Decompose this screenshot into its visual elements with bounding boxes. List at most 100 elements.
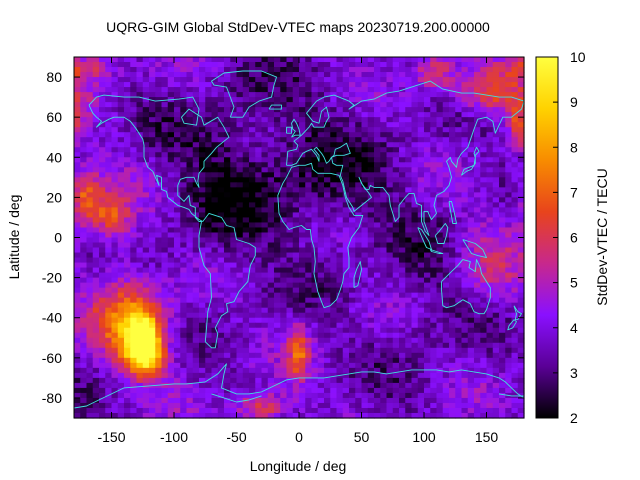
heatmap-cell — [305, 317, 313, 324]
heatmap-cell — [455, 127, 463, 133]
heatmap-cell — [386, 257, 394, 264]
heatmap-cell — [330, 317, 338, 324]
heatmap-cell — [117, 152, 125, 158]
heatmap-cell — [286, 337, 294, 344]
heatmap-cell — [449, 187, 456, 193]
heatmap-cell — [467, 377, 475, 384]
heatmap-cell — [199, 227, 206, 234]
heatmap-cell — [511, 262, 519, 269]
heatmap-cell — [342, 122, 350, 128]
heatmap-cell — [136, 387, 144, 394]
heatmap-cell — [186, 297, 194, 304]
heatmap-cell — [411, 262, 419, 269]
heatmap-cell — [211, 252, 219, 259]
heatmap-cell — [167, 107, 175, 113]
heatmap-cell — [236, 297, 244, 304]
heatmap-cell — [455, 102, 463, 108]
heatmap-cell — [167, 142, 175, 148]
heatmap-cell — [74, 72, 81, 78]
heatmap-cell — [249, 347, 256, 354]
heatmap-cell — [474, 127, 481, 133]
heatmap-cell — [192, 347, 200, 354]
heatmap-cell — [280, 317, 288, 324]
heatmap-cell — [242, 127, 250, 133]
heatmap-cell — [386, 357, 394, 364]
heatmap-cell — [236, 177, 244, 183]
heatmap-cell — [155, 87, 163, 93]
heatmap-cell — [486, 327, 494, 334]
heatmap-cell — [274, 67, 281, 73]
heatmap-cell — [392, 212, 400, 219]
heatmap-cell — [455, 182, 463, 188]
heatmap-cell — [417, 67, 425, 73]
heatmap-cell — [286, 297, 294, 304]
heatmap-cell — [149, 87, 156, 93]
heatmap-cell — [492, 212, 500, 219]
heatmap-cell — [286, 307, 294, 314]
heatmap-cell — [99, 122, 106, 128]
heatmap-cell — [180, 187, 188, 193]
heatmap-cell — [336, 292, 344, 299]
heatmap-cell — [480, 212, 488, 219]
heatmap-cell — [180, 197, 188, 203]
heatmap-cell — [255, 392, 263, 399]
heatmap-cell — [342, 292, 350, 299]
heatmap-cell — [274, 357, 281, 364]
heatmap-cell — [267, 122, 275, 128]
heatmap-cell — [249, 342, 256, 349]
heatmap-cell — [205, 142, 213, 148]
heatmap-cell — [186, 237, 194, 244]
heatmap-cell — [155, 332, 163, 339]
heatmap-cell — [155, 342, 163, 349]
heatmap-cell — [461, 157, 469, 163]
heatmap-cell — [292, 347, 300, 354]
heatmap-cell — [255, 72, 263, 78]
heatmap-cell — [86, 232, 94, 239]
heatmap-cell — [405, 72, 413, 78]
heatmap-cell — [230, 252, 238, 259]
heatmap-cell — [486, 62, 494, 68]
heatmap-cell — [386, 312, 394, 319]
heatmap-cell — [292, 327, 300, 334]
heatmap-cell — [311, 107, 319, 113]
heatmap-cell — [317, 362, 325, 369]
heatmap-cell — [236, 137, 244, 143]
heatmap-cell — [224, 357, 231, 364]
heatmap-cell — [130, 77, 138, 83]
heatmap-cell — [486, 102, 494, 108]
heatmap-cell — [299, 337, 306, 344]
heatmap-cell — [311, 202, 319, 209]
heatmap-cell — [199, 177, 206, 183]
heatmap-cell — [142, 192, 150, 198]
heatmap-cell — [461, 72, 469, 78]
heatmap-cell — [142, 257, 150, 264]
heatmap-cell — [461, 172, 469, 178]
heatmap-cell — [405, 317, 413, 324]
heatmap-cell — [80, 272, 88, 279]
heatmap-cell — [342, 317, 350, 324]
heatmap-cell — [124, 302, 131, 309]
heatmap-cell — [411, 202, 419, 209]
heatmap-cell — [317, 177, 325, 183]
heatmap-cell — [349, 222, 356, 229]
heatmap-cell — [367, 252, 375, 259]
heatmap-cell — [111, 367, 119, 374]
heatmap-cell — [155, 132, 163, 138]
heatmap-cell — [199, 217, 206, 224]
heatmap-cell — [442, 112, 450, 118]
heatmap-cell — [305, 87, 313, 93]
heatmap-cell — [486, 297, 494, 304]
heatmap-cell — [486, 322, 494, 329]
heatmap-cell — [255, 342, 263, 349]
heatmap-cell — [111, 242, 119, 249]
heatmap-cell — [167, 327, 175, 334]
heatmap-cell — [117, 157, 125, 163]
heatmap-cell — [105, 252, 113, 259]
heatmap-cell — [492, 177, 500, 183]
heatmap-cell — [249, 202, 256, 209]
heatmap-cell — [130, 267, 138, 274]
heatmap-cell — [342, 87, 350, 93]
heatmap-cell — [111, 102, 119, 108]
heatmap-cell — [142, 127, 150, 133]
heatmap-cell — [111, 217, 119, 224]
